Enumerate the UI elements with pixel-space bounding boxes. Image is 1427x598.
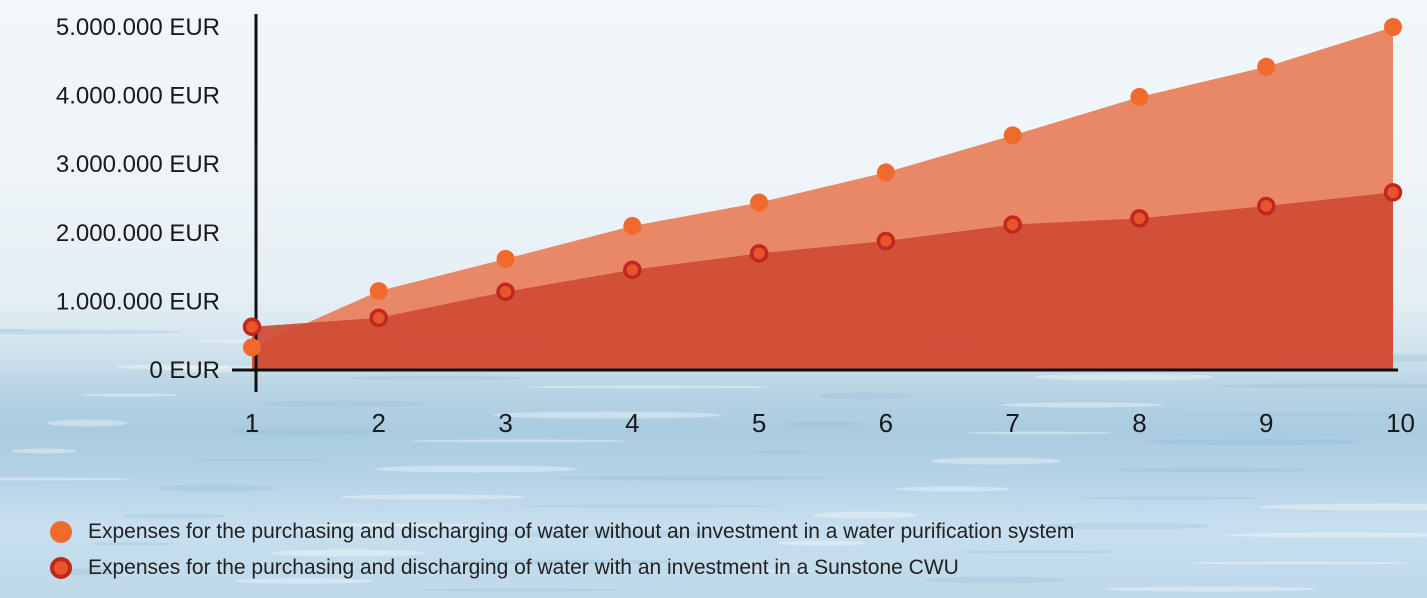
x-tick-label-9: 9 xyxy=(1259,408,1273,438)
x-tick-label-2: 2 xyxy=(372,408,386,438)
x-tick-label-7: 7 xyxy=(1005,408,1019,438)
x-tick-label-10: 10 xyxy=(1386,408,1415,438)
x-tick-label-5: 5 xyxy=(752,408,766,438)
legend-label-with-investment: Expenses for the purchasing and discharg… xyxy=(88,556,959,579)
point-series-1-x5 xyxy=(750,193,769,212)
point-series-1-x8 xyxy=(1130,87,1149,106)
data-points xyxy=(242,18,1403,357)
y-tick-label-1: 1.000.000 EUR xyxy=(56,288,220,315)
x-tick-label-6: 6 xyxy=(879,408,893,438)
point-series-2-x10 xyxy=(1383,183,1403,202)
point-series-2-x5 xyxy=(749,244,769,263)
point-series-1-x4 xyxy=(623,216,642,235)
point-series-1-x6 xyxy=(876,163,895,182)
point-series-1-x9 xyxy=(1257,57,1276,76)
legend-swatch-with-investment xyxy=(50,557,72,579)
point-series-2-x3 xyxy=(496,282,515,302)
area-series-2 xyxy=(252,192,1393,370)
legend-label-without-investment: Expenses for the purchasing and discharg… xyxy=(88,520,1075,543)
x-tick-label-8: 8 xyxy=(1132,408,1146,438)
x-tick-label-4: 4 xyxy=(625,408,639,438)
point-series-2-x8 xyxy=(1130,209,1149,228)
point-series-1-x3 xyxy=(496,249,515,268)
point-series-2-x9 xyxy=(1256,196,1276,216)
point-series-2-x6 xyxy=(876,231,896,251)
x-tick-label-1: 1 xyxy=(245,408,259,438)
legend-item-without-investment: Expenses for the purchasing and discharg… xyxy=(50,520,1074,544)
area-layer xyxy=(252,27,1393,370)
legend-item-with-investment: Expenses for the purchasing and discharg… xyxy=(50,556,959,580)
y-tick-label-3: 3.000.000 EUR xyxy=(56,151,220,178)
y-tick-label-4: 4.000.000 EUR xyxy=(56,83,220,110)
point-series-1-x7 xyxy=(1003,126,1022,145)
y-tick-label-5: 5.000.000 EUR xyxy=(56,14,220,41)
y-tick-label-0: 0 EUR xyxy=(149,357,220,384)
tick-labels: 0 EUR 1.000.000 EUR 2.000.000 EUR 3.000.000… xyxy=(56,14,1415,438)
point-series-2-x1 xyxy=(242,317,262,337)
y-tick-label-2: 2.000.000 EUR xyxy=(56,220,220,247)
point-series-2-x2 xyxy=(369,308,389,328)
point-series-2-x7 xyxy=(1003,215,1022,234)
legend-swatch-without-investment xyxy=(50,521,72,543)
point-series-1-x10 xyxy=(1384,18,1402,36)
x-tick-label-3: 3 xyxy=(498,408,512,438)
point-series-2-x4 xyxy=(623,260,642,280)
point-series-1-x2 xyxy=(369,282,388,301)
point-series-1-x1 xyxy=(243,338,261,357)
